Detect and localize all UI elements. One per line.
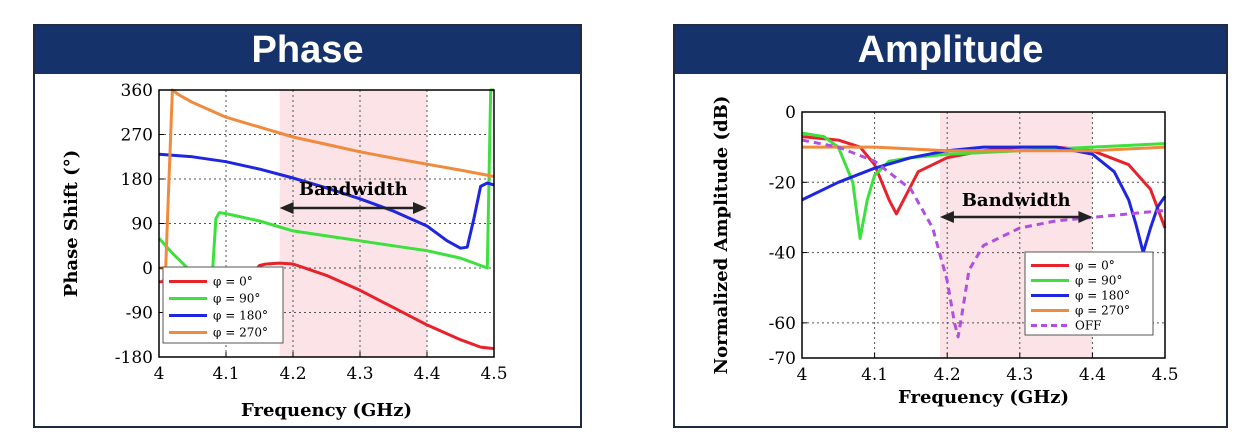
y-axis-label: Normalized Amplitude (dB) [711,96,732,375]
legend-entry: φ = 270° [213,326,268,340]
bandwidth-label: Bandwidth [962,190,1071,211]
series-line-0 [801,135,1167,229]
x-tick-label: 4.4 [413,364,440,384]
x-axis-label: Frequency (GHz) [241,400,412,421]
phase-panel-title: Phase [35,26,580,74]
x-axis-label: Frequency (GHz) [898,387,1069,408]
legend-entry: φ = 90° [1075,274,1122,288]
y-tick-label: -40 [769,244,796,264]
y-tick-label: -180 [115,348,153,368]
bandwidth-arrowhead-right [413,202,427,214]
y-axis-label: Phase Shift (°) [61,150,82,297]
x-tick-label: 4.1 [861,365,888,385]
x-tick-label: 4.1 [212,364,239,384]
amplitude-panel-title: Amplitude [675,26,1226,74]
x-tick-label: 4.2 [934,365,961,385]
y-tick-label: -90 [126,304,153,324]
amplitude-chart: 4 4.1 4.2 4.3 4.4 4.5 0 -20 -40 -60 -70 Frequency (… [711,96,1179,408]
y-tick-label: 0 [142,259,153,279]
bandwidth-arrowhead-right [1078,211,1093,223]
x-tick-label: 4.3 [346,364,373,384]
x-tick-label: 4.5 [480,364,507,384]
plot-frame [801,111,1166,359]
legend-entry: OFF [1075,319,1102,333]
y-tick-label: -70 [769,349,796,369]
x-tick-label: 4.2 [279,364,306,384]
y-tick-label: 0 [785,103,796,123]
y-tick-label: -20 [769,173,796,193]
y-tick-label: 180 [121,170,153,190]
bandwidth-label: Bandwidth [299,179,408,200]
x-tick-label: 4.5 [1151,365,1178,385]
x-tick-label: 4 [797,365,808,385]
y-tick-label: -60 [769,314,796,334]
bandwidth-arrowhead-left [939,211,954,223]
x-tick-label: 4 [154,364,165,384]
phase-chart: 4 4.1 4.2 4.3 4.4 4.5 360 270 180 90 0 -90 -180 Frequ… [61,81,508,421]
series-line-270 [159,88,495,270]
bandwidth-arrowhead-left [279,202,294,214]
series-line-270 [802,145,1166,153]
legend-box [162,266,284,344]
legend-entry: φ = 180° [213,309,268,323]
y-tick-label: 360 [121,81,153,101]
phase-panel: Phase 4 4.1 4.2 4.3 4.4 4.5 360 270 180 90 0 -90 -18… [33,24,582,428]
x-tick-label: 4.4 [1079,365,1106,385]
y-tick-label: 270 [121,126,153,146]
y-tick-label: 90 [131,215,153,235]
legend-entry: φ = 90° [213,292,260,306]
series-line-180 [158,152,495,250]
amplitude-panel: Amplitude 4 4.1 4.2 4.3 4.4 4.5 0 -20 -40 -60 -70 F… [673,24,1228,428]
legend-entry: φ = 0° [1075,259,1115,273]
series-line-off [801,138,1166,339]
legend-entry: φ = 180° [1075,289,1130,303]
legend-entry: φ = 270° [1075,304,1130,318]
x-tick-label: 4.3 [1006,365,1033,385]
legend-entry: φ = 0° [213,275,253,289]
